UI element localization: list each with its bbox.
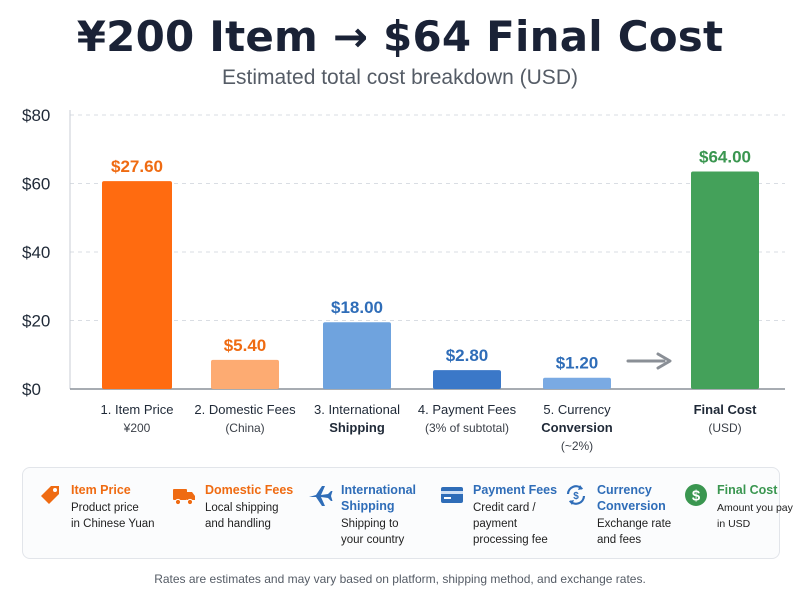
x-tick-sublabel: Conversion: [541, 420, 613, 435]
data-label: $27.60: [111, 157, 163, 176]
legend-description-line: in USD: [717, 518, 751, 530]
x-tick-sublabel: Shipping: [329, 420, 385, 435]
y-tick-label: $20: [22, 312, 50, 331]
x-tick-sublabel: (~2%): [561, 439, 593, 453]
legend-title-line: Currency: [597, 483, 652, 497]
legend-title: Payment Fees: [473, 482, 557, 498]
legend-description-line: Local shipping: [205, 502, 279, 514]
legend-description-line: payment: [473, 518, 518, 530]
legend-description-line: your country: [341, 534, 405, 546]
svg-text:$: $: [573, 491, 579, 502]
currency-exchange-icon: $: [566, 485, 586, 505]
legend-description: Amount you pay in USD: [717, 500, 793, 532]
x-tick-label: 2. Domestic Fees: [194, 402, 296, 417]
legend-description-line: and fees: [597, 534, 642, 546]
footnote: Rates are estimates and may vary based o…: [154, 572, 646, 586]
x-tick-sublabel: (USD): [708, 421, 741, 435]
legend-description-line: and handling: [205, 518, 271, 530]
bar: [433, 370, 501, 389]
chart-title: ¥200 Item → $64 Final Cost: [76, 12, 724, 61]
bar: [691, 171, 759, 389]
legend-description: Credit card / payment processing fee: [473, 500, 548, 548]
legend-title-line: Conversion: [597, 499, 666, 513]
legend-title: Currency Conversion: [597, 482, 666, 514]
legend-description-line: Exchange rate: [597, 518, 672, 530]
legend-description-line: processing fee: [473, 534, 548, 546]
data-label: $18.00: [331, 298, 383, 317]
legend-title: Final Cost: [717, 482, 777, 498]
legend-description-line: in Chinese Yuan: [71, 518, 155, 530]
bar: [543, 377, 611, 389]
legend-title-line: Domestic Fees: [205, 483, 294, 497]
y-tick-label: $60: [22, 175, 50, 194]
airplane-icon: [309, 486, 333, 506]
y-tick-label: $0: [22, 380, 41, 399]
x-tick-sublabel: (3% of subtotal): [425, 421, 509, 435]
data-label: $64.00: [699, 148, 751, 167]
data-label: $2.80: [446, 346, 489, 365]
bar: [102, 181, 172, 389]
legend-title-line: International: [341, 483, 417, 497]
legend-description: Product price in Chinese Yuan: [71, 500, 155, 532]
x-tick-label: 3. International: [314, 402, 400, 417]
arrow-icon: [656, 352, 672, 370]
y-tick-label: $40: [22, 243, 50, 262]
dollar-icon: $: [685, 484, 707, 506]
legend-panel: Item Price Product price in Chinese Yuan Do…: [22, 467, 793, 559]
truck-icon: [173, 489, 195, 506]
x-tick-label: Final Cost: [694, 402, 758, 417]
legend-title: Domestic Fees: [205, 482, 293, 498]
svg-text:$: $: [692, 488, 701, 505]
x-tick-sublabel: (China): [225, 421, 264, 435]
chart-subtitle: Estimated total cost breakdown (USD): [222, 66, 578, 89]
legend-title-line: Shipping: [341, 499, 395, 513]
legend-description-line: Product price: [71, 502, 139, 514]
x-tick-label: 1. Item Price: [101, 402, 174, 417]
legend-description: Exchange rate and fees: [597, 516, 671, 548]
legend-title-line: Final Cost: [717, 483, 778, 497]
legend-description-line: Amount you pay: [717, 502, 793, 514]
bar: [211, 359, 279, 389]
legend-description: Shipping to your country: [341, 516, 404, 548]
data-label: $1.20: [556, 354, 599, 373]
legend-title: International Shipping: [341, 482, 416, 514]
legend-description-line: Shipping to: [341, 518, 399, 530]
x-tick-label: 4. Payment Fees: [418, 402, 517, 417]
legend-title: Item Price: [71, 482, 131, 498]
legend-title-line: Item Price: [71, 483, 131, 497]
bar-chart: $0 $20 $40 $60 $80 $27.60 1. Item Price ¥200 $5.…: [22, 106, 785, 453]
legend-description: Local shipping and handling: [205, 500, 279, 532]
data-label: $5.40: [224, 336, 267, 355]
x-tick-label: 5. Currency: [543, 402, 611, 417]
bar: [323, 322, 391, 389]
x-tick-sublabel: ¥200: [123, 421, 151, 435]
y-tick-label: $80: [22, 106, 50, 125]
credit-card-icon: [441, 487, 463, 503]
price-tag-icon: [41, 486, 59, 504]
legend-description-line: Credit card /: [473, 502, 536, 514]
legend-title-line: Payment Fees: [473, 483, 558, 497]
